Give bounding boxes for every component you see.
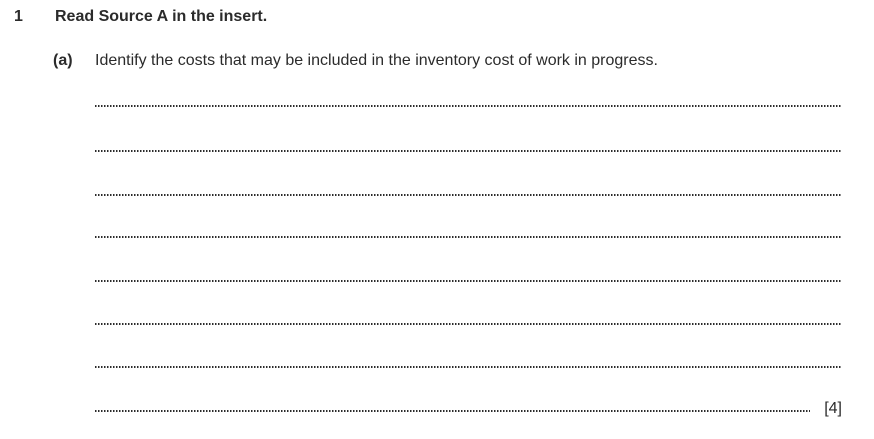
marks-label: [4]	[824, 400, 842, 417]
question-number: 1	[14, 8, 23, 25]
part-label: (a)	[53, 52, 73, 69]
answer-line	[95, 236, 842, 238]
part-prompt: Identify the costs that may be included …	[95, 52, 658, 69]
answer-line	[95, 323, 842, 325]
answer-line	[95, 105, 842, 107]
answer-line	[95, 194, 842, 196]
question-heading: Read Source A in the insert.	[55, 8, 268, 25]
answer-line	[95, 280, 842, 282]
answer-line	[95, 366, 842, 368]
answer-line	[95, 410, 810, 412]
answer-line	[95, 150, 842, 152]
